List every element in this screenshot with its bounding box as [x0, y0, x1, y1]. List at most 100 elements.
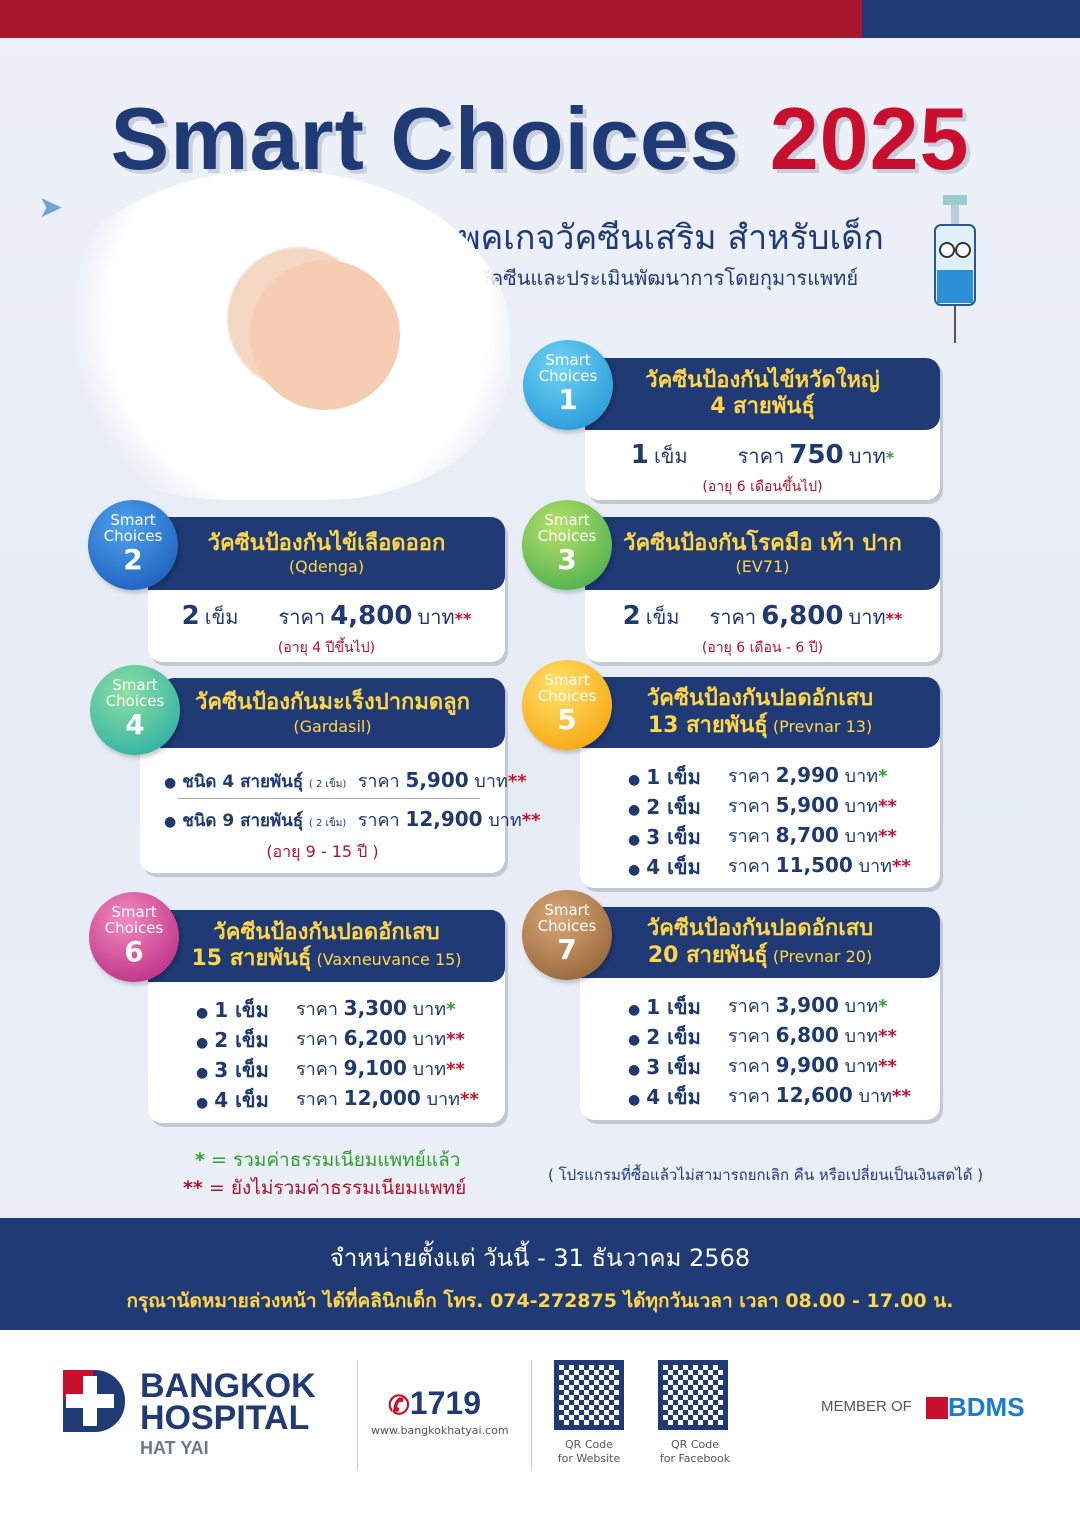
text: 13 สายพันธุ์ — [647, 712, 768, 738]
text: ราคา — [728, 1056, 770, 1077]
text: 2 เข็ม — [646, 795, 701, 819]
text: ราคา — [296, 1059, 338, 1080]
qr-code-facebook[interactable] — [658, 1360, 728, 1430]
text: ราคา — [357, 810, 400, 831]
text: * — [446, 999, 456, 1020]
sale-period: จำหน่ายตั้งแต่ วันนี้ - 31 ธันวาคม 2568 — [329, 1244, 751, 1272]
text: ราคา — [709, 605, 757, 629]
text: 20 สายพันธุ์ — [647, 942, 768, 968]
text: ราคา — [296, 1029, 338, 1050]
text: เข็ม — [204, 605, 239, 629]
text: 3 เข็ม — [646, 825, 701, 849]
text: 1719 — [409, 1385, 481, 1421]
text: HOSPITAL — [140, 1399, 310, 1437]
badge-3: Smart Choices 3 — [522, 500, 612, 590]
package-card-3: วัคซีนป้องกันโรคมือ เท้า ปาก (EV71) 2 เข็… — [585, 517, 940, 662]
brand-name: BANGKOK HOSPITAL — [140, 1369, 316, 1437]
badge-6: Smart Choices 6 — [89, 892, 179, 982]
text: บาท — [848, 605, 886, 629]
website-link[interactable]: www.bangkokhatyai.com — [371, 1424, 509, 1437]
text: ( 2 เข็ม) — [308, 779, 347, 790]
card-header: วัคซีนป้องกันไข้หวัดใหญ่ 4 สายพันธุ์ — [585, 358, 940, 430]
text: 2 — [622, 601, 641, 631]
text: 2 — [181, 601, 200, 631]
page-title: Smart Choices 2025 — [0, 88, 1080, 190]
footer: BANGKOK HOSPITAL HAT YAI ✆1719 www.bangko… — [0, 1330, 1080, 1516]
divider — [531, 1360, 532, 1470]
text: 6 — [124, 935, 144, 968]
text: 3 เข็ม — [646, 1055, 701, 1079]
note-double-asterisk: ** = ยังไม่รวมค่าธรรมเนียมแพทย์ — [183, 1173, 466, 1203]
text: บาท — [412, 999, 447, 1020]
text: 3,300 — [343, 996, 407, 1020]
text: บาท — [848, 444, 886, 468]
text: Smart — [110, 511, 156, 529]
text: ** — [446, 1029, 465, 1050]
text: Choices — [537, 527, 597, 545]
text: Choices — [537, 917, 597, 935]
text: ราคา — [728, 1026, 770, 1047]
text: 11,500 — [775, 853, 853, 877]
text: ราคา — [737, 444, 785, 468]
card-header: วัคซีนป้องกันปอดอักเสบ 20 สายพันธุ์ (Prev… — [580, 907, 940, 978]
text: 1 เข็ม — [214, 998, 269, 1022]
text: บาท — [844, 1026, 879, 1047]
badge-1: Smart Choices 1 — [523, 340, 613, 430]
text: ชนิด 9 สายพันธุ์ — [182, 811, 304, 831]
bdms-logo: BDMS — [926, 1392, 1025, 1423]
subtitle-secondary: ฉีดวัคซีนและประเมินพัฒนาการโดยกุมารแพทย์ — [451, 266, 859, 290]
text: บาท — [844, 796, 879, 817]
text: 4 เข็ม — [646, 1085, 701, 1109]
text: for Facebook — [659, 1452, 731, 1465]
text: ( 2 เข็ม) — [308, 818, 347, 829]
qr-code-website[interactable] — [554, 1360, 624, 1430]
text: ราคา — [728, 796, 770, 817]
text: ** — [878, 826, 897, 847]
price-option: ● ชนิด 9 สายพันธุ์ ( 2 เข็ม) ราคา 12,900 … — [164, 807, 541, 831]
text: Choices — [105, 692, 165, 710]
text: 4 เข็ม — [214, 1088, 269, 1112]
card-age: (อายุ 6 เดือนขึ้นไป) — [702, 479, 823, 495]
divider — [178, 798, 480, 799]
text: (Prevnar 13) — [772, 716, 873, 736]
text: บาท — [844, 1056, 879, 1077]
badge-7: Smart Choices 7 — [522, 890, 612, 980]
text: 4 เข็ม — [646, 855, 701, 879]
text: 12,600 — [775, 1083, 853, 1107]
package-card-4: วัคซีนป้องกันมะเร็งปากมดลูก (Gardasil) ● ช… — [140, 678, 541, 873]
text: ** — [507, 771, 527, 792]
package-card-7: วัคซีนป้องกันปอดอักเสบ 20 สายพันธุ์ (Prev… — [580, 907, 940, 1120]
text: วัคซีนป้องกันไข้เลือดออก — [207, 530, 446, 556]
text: QR Code — [671, 1438, 719, 1451]
card-age: (อายุ 9 - 15 ปี ) — [266, 842, 379, 861]
card-header: วัคซีนป้องกันโรคมือ เท้า ปาก (EV71) — [585, 517, 940, 590]
text: ราคา — [728, 856, 770, 877]
badge-2: Smart Choices 2 — [88, 500, 178, 590]
text: ราคา — [728, 826, 770, 847]
text: ** — [878, 1026, 897, 1047]
text: เข็ม — [653, 444, 688, 468]
text: บาท — [426, 1089, 460, 1110]
card-age: (อายุ 4 ปีขึ้นไป) — [277, 640, 376, 656]
text: (Qdenga) — [288, 557, 365, 577]
top-bar-red — [0, 0, 862, 38]
text: = รวมค่าธรรมเนียมแพทย์แล้ว — [210, 1149, 461, 1171]
hotline[interactable]: ✆1719 — [388, 1385, 481, 1422]
card-header: วัคซีนป้องกันไข้เลือดออก (Qdenga) — [148, 517, 505, 590]
text: 750 — [789, 440, 844, 470]
title-main: Smart Choices — [110, 89, 740, 188]
text: ราคา — [728, 996, 770, 1017]
text: วัคซีนป้องกันโรคมือ เท้า ปาก — [623, 530, 902, 556]
text: บาท — [858, 1086, 892, 1107]
baby-photo — [40, 170, 510, 500]
appointment-info: กรุณานัดหมายล่วงหน้า ได้ที่คลินิกเด็ก โท… — [126, 1290, 954, 1312]
text: ** — [878, 1056, 897, 1077]
card-age: (อายุ 6 เดือน - 6 ปี) — [701, 640, 824, 656]
card-subtitle: 4 สายพันธุ์ — [710, 394, 815, 419]
text: ** — [892, 1086, 911, 1107]
text: ** — [878, 796, 897, 817]
text: ชนิด 4 สายพันธุ์ — [182, 772, 304, 792]
text: = ยังไม่รวมค่าธรรมเนียมแพทย์ — [208, 1177, 467, 1199]
text: Smart — [544, 901, 590, 919]
text: for Website — [557, 1452, 621, 1465]
